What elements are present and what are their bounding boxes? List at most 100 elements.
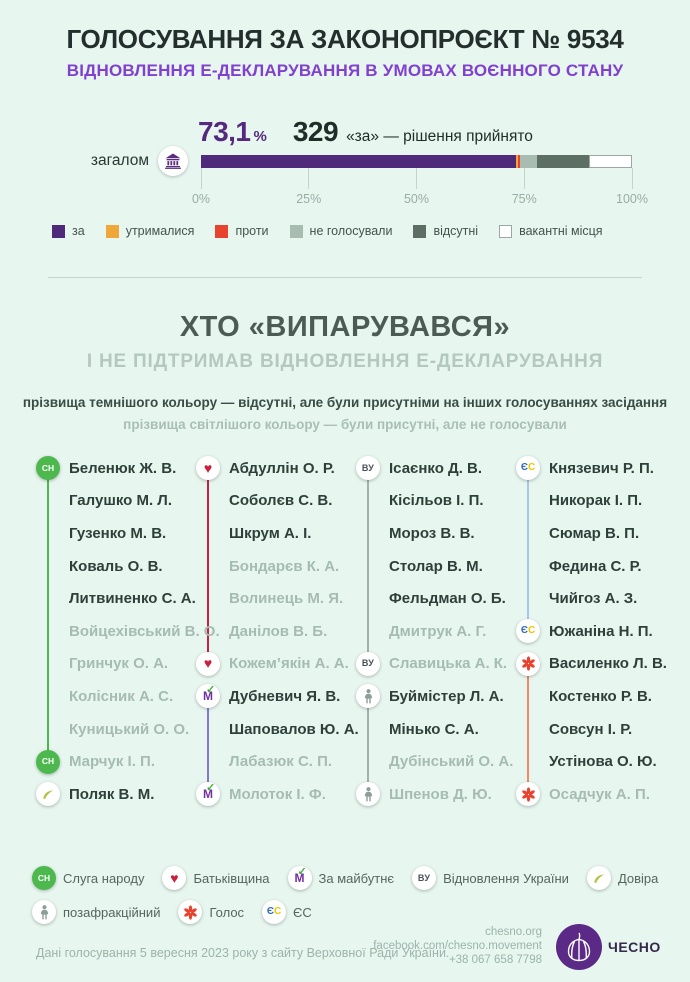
deputy-name: Волинець М. Я. — [229, 590, 344, 608]
axis-tick — [200, 168, 202, 189]
deputy-name: Кожем’якін А. А. — [229, 655, 349, 673]
party-legend-label: Голос — [209, 904, 245, 920]
deputy-row: Столар В. М. — [356, 550, 516, 583]
deputy-row: Василенко Л. В. — [516, 648, 676, 681]
vote-stats: 73,1 % 329 «за» — рішення прийнято — [198, 116, 533, 148]
vote-legend-item: вакантні місця — [499, 224, 603, 238]
vote-legend-swatch — [289, 224, 303, 238]
party-icon-slot: ♥ — [196, 456, 220, 481]
party-icon-slot: ♥ — [196, 651, 220, 676]
deputy-name: Шкрум А. І. — [229, 524, 312, 542]
batkivshchyna-icon: ♥ — [196, 651, 220, 676]
deputy-name: Поляк В. М. — [69, 785, 155, 803]
deputy-row: ♥ Кожем’якін А. А. — [196, 648, 356, 681]
bar-segment-не-голосували — [519, 155, 538, 168]
note-not-voting: прізвища світлішого кольору — були прису… — [123, 417, 567, 432]
vote-legend-label: не голосували — [309, 224, 393, 238]
sluga-narodu-icon: СН — [36, 456, 60, 481]
data-source-note: Дані голосування 5 вересня 2023 року з с… — [36, 946, 450, 960]
party-legend-label: Довіра — [617, 870, 659, 886]
deputy-row: Гринчук О. А. — [36, 648, 196, 681]
deputy-row: Федина С. Р. — [516, 550, 676, 583]
deputy-row: СН Марчук І. П. — [36, 745, 196, 778]
deputy-row: Куницький О. О. — [36, 713, 196, 746]
deputy-row: Осадчук А. П. — [516, 778, 676, 811]
section-heading: ХТО «ВИПАРУВАВСЯ» — [179, 311, 511, 343]
batkivshchyna-icon: ♥ — [162, 866, 187, 890]
deputy-name: Данілов В. Б. — [229, 622, 328, 640]
deputy-name: Дмитрук А. Г. — [389, 622, 487, 640]
deputy-name: Никорак І. П. — [549, 492, 643, 510]
deputy-row: Соболєв С. В. — [196, 485, 356, 518]
deputy-row: Кісільов І. П. — [356, 485, 516, 518]
deputy-name: Молоток І. Ф. — [229, 785, 326, 803]
deputy-row: Лабазюк С. П. — [196, 745, 356, 778]
deputy-name: Фельдман О. Б. — [389, 590, 506, 608]
vote-bar — [201, 155, 632, 168]
vote-legend-label: утрималися — [125, 224, 195, 238]
pozafraktsiinyi-icon — [32, 900, 56, 924]
axis-tick — [631, 168, 633, 189]
party-icon-slot — [516, 651, 540, 676]
deputy-name: Буймістер Л. А. — [389, 687, 504, 705]
deputy-name: Шпенов Д. Ю. — [389, 785, 492, 803]
deputy-name: Колісник А. С. — [69, 687, 174, 705]
party-legend-label: ЄС — [293, 904, 312, 920]
chesno-wordmark: ЧЕСНО — [608, 939, 661, 955]
deputy-name: Славицька А. К. — [389, 655, 508, 673]
dovira-icon — [36, 782, 60, 807]
party-icon-slot: ВУ — [356, 651, 380, 676]
deputy-name: Гузенко М. В. — [69, 524, 167, 542]
party-legend-label: Батьківщина — [193, 870, 270, 886]
party-icon-slot: М ✓ — [196, 782, 220, 807]
votes-for-count: 329 — [292, 116, 339, 147]
deputy-name: Гринчук О. А. — [69, 655, 169, 673]
za-maibutne-icon: М ✓ — [196, 684, 220, 709]
deputy-row: ВУ Славицька А. К. — [356, 648, 516, 681]
page-subtitle: ВІДНОВЛЕННЯ Е-ДЕКЛАРУВАННЯ В УМОВАХ ВОЄН… — [66, 61, 624, 80]
note-absent: прізвища темнішого кольору — відсутні, а… — [22, 395, 668, 410]
deputy-name: Мороз В. В. — [389, 524, 475, 542]
deputy-name: Беленюк Ж. В. — [69, 459, 177, 477]
vote-legend-item: відсутні — [413, 224, 478, 238]
deputy-name: Коваль О. В. — [69, 557, 163, 575]
deputy-name: Соболєв С. В. — [229, 492, 333, 510]
deputy-row: Гузенко М. В. — [36, 517, 196, 550]
percent-unit: % — [253, 128, 267, 145]
deputies-grid: СН Беленюк Ж. В. Галушко М. Л. Гузенко М. В… — [36, 452, 690, 814]
deputy-row: Коваль О. В. — [36, 550, 196, 583]
deputy-row: СН Беленюк Ж. В. — [36, 452, 196, 485]
holos-icon — [178, 900, 203, 924]
deputy-row: Литвиненко С. А. — [36, 582, 196, 615]
deputy-row: Совсун І. Р. — [516, 713, 676, 746]
deputy-row: М ✓ Дубневич Я. В. — [196, 680, 356, 713]
bar-segment-утрималися — [516, 155, 519, 168]
vidnovlennia-ukrainy-icon: ВУ — [412, 866, 437, 890]
deputy-row: Чийгоз А. З. — [516, 582, 676, 615]
axis-tick — [308, 168, 310, 189]
vote-legend-label: проти — [235, 224, 269, 238]
contact-line: facebook.com/chesno.movement — [373, 940, 542, 952]
party-connector-line — [527, 663, 529, 795]
bar-segment-вакантні-місця — [588, 155, 632, 168]
vote-legend-swatch — [499, 224, 513, 238]
deputy-row: Галушко М. Л. — [36, 485, 196, 518]
deputy-column: ♥ Абдуллін О. Р. Соболєв С. В. Шкрум А. І. Б… — [196, 452, 359, 811]
party-legend-label: позафракційний — [63, 904, 161, 920]
deputy-name: Костенко Р. В. — [549, 687, 652, 705]
axis-tick-label: 50% — [403, 192, 430, 206]
holos-icon — [516, 782, 540, 807]
deputy-row: Данілов В. Б. — [196, 615, 356, 648]
axis-tick — [523, 168, 525, 189]
deputy-row: Сюмар В. П. — [516, 517, 676, 550]
party-icon-slot: СН — [36, 749, 60, 774]
party-legend-label: Слуга народу — [63, 870, 145, 886]
party-icon-slot — [516, 782, 540, 807]
bar-segment-відсутні — [537, 155, 589, 168]
vote-legend-label: відсутні — [433, 224, 479, 238]
sluga-narodu-icon: СН — [36, 749, 60, 774]
deputy-row: Є С Южаніна Н. П. — [516, 615, 676, 648]
